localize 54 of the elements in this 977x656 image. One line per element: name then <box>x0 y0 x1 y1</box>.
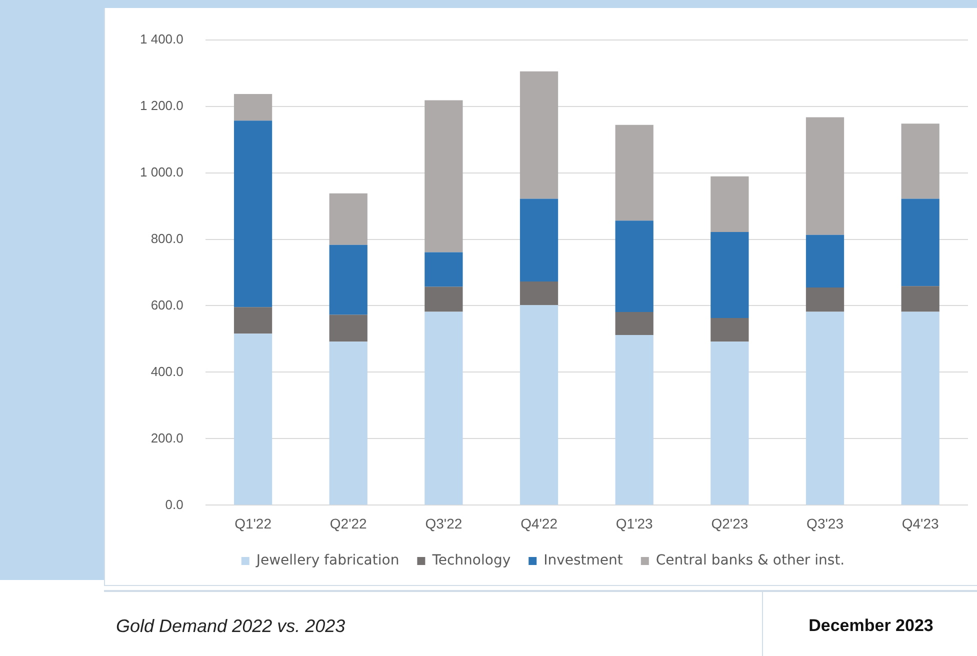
text: December 2023 <box>808 616 934 636</box>
x-tick-label: Q4'23 <box>902 515 940 532</box>
bar <box>329 342 368 505</box>
bar <box>520 198 558 282</box>
bar <box>901 312 940 505</box>
bar <box>615 220 654 312</box>
bar <box>710 232 749 318</box>
y-tick-label: 1 400.0 <box>140 31 184 46</box>
bar <box>520 281 558 306</box>
bar <box>520 305 558 505</box>
y-tick-label: 1 000.0 <box>140 164 184 180</box>
bar <box>615 312 654 335</box>
bar <box>901 286 940 312</box>
bar <box>424 312 463 505</box>
bar <box>234 94 272 121</box>
bar <box>424 100 463 252</box>
text: Gold Demand 2022 vs. 2023 <box>116 616 346 637</box>
y-tick-label: 200.0 <box>150 430 184 446</box>
x-tick-label: Q1'22 <box>234 515 272 532</box>
bar <box>234 120 272 308</box>
bar <box>806 234 844 288</box>
bar <box>710 318 749 342</box>
x-tick-label: Q2'22 <box>330 515 368 532</box>
bar <box>234 334 272 505</box>
bar <box>615 124 654 221</box>
bar <box>710 176 749 232</box>
bar <box>234 307 272 334</box>
x-tick-label: Q2'23 <box>711 515 748 532</box>
bar <box>710 342 749 505</box>
legend-label: Investment <box>544 552 624 569</box>
x-tick-label: Q1'23 <box>616 515 654 532</box>
x-tick-label: Q3'22 <box>425 515 462 532</box>
legend-label: Technology <box>431 552 511 569</box>
bar <box>806 117 844 235</box>
x-tick-label: Q3'23 <box>806 515 844 532</box>
y-tick-label: 800.0 <box>150 230 184 246</box>
y-tick-label: 0.0 <box>165 496 184 512</box>
bar <box>329 193 368 245</box>
bar <box>424 286 463 312</box>
bar <box>806 287 844 312</box>
bar <box>901 198 940 286</box>
bar <box>329 244 368 315</box>
bar <box>901 124 940 199</box>
x-tick-label: Q4'22 <box>520 515 558 532</box>
legend-label: Jewellery fabrication <box>255 552 400 569</box>
bar <box>615 334 654 505</box>
bar <box>424 252 463 287</box>
y-tick-label: 1 200.0 <box>140 98 184 113</box>
bar <box>520 71 558 199</box>
bar <box>329 314 368 342</box>
bar <box>806 312 844 505</box>
y-tick-label: 400.0 <box>150 364 184 379</box>
y-tick-label: 600.0 <box>150 297 184 312</box>
legend-label: Central banks & other inst. <box>656 552 845 569</box>
